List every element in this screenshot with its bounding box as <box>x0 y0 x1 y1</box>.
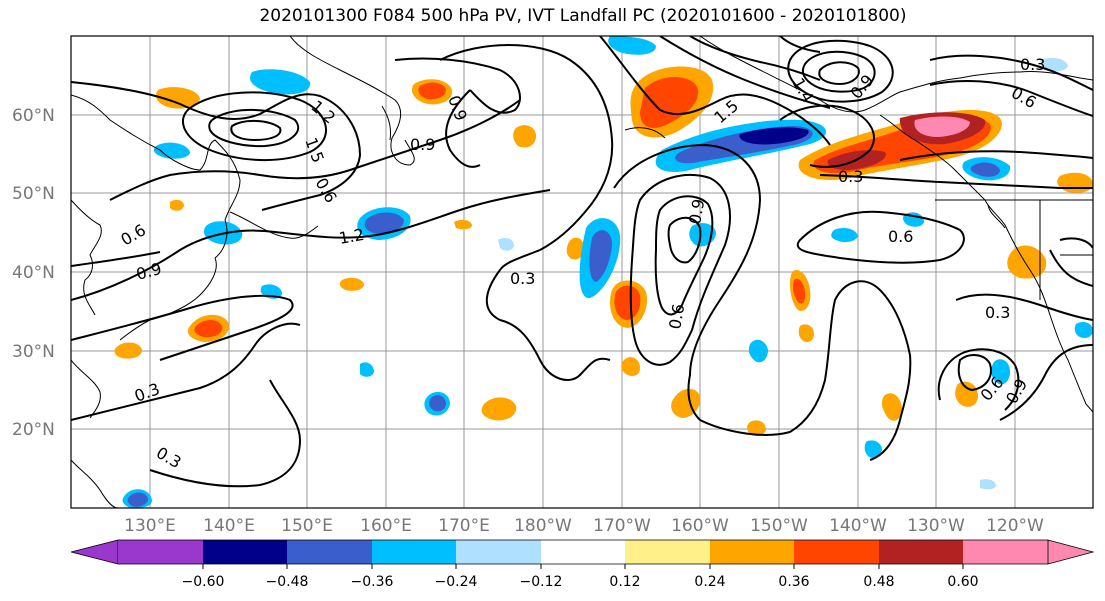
colorbar-tick: −0.24 <box>435 574 478 590</box>
colorbar-segment <box>963 540 1048 564</box>
lat-label: 40°N <box>12 263 55 283</box>
lon-label: 160°W <box>671 516 729 536</box>
lon-label: 170°W <box>593 516 651 536</box>
colorbar-segment <box>118 540 203 564</box>
colorbar-segment <box>372 540 456 564</box>
colorbar-tick: 0.36 <box>778 574 809 590</box>
lon-label: 160°E <box>360 516 412 536</box>
contour-label: 0.3 <box>510 269 535 288</box>
lon-label: 130°W <box>907 516 965 536</box>
colorbar-tick: −0.36 <box>351 574 394 590</box>
lat-label: 50°N <box>12 184 55 204</box>
lon-label: 130°E <box>124 516 176 536</box>
colorbar-segment <box>70 539 119 565</box>
map-panel: 1.2 1.5 0.9 0.6 0.9 0.6 0.3 0.3 0.9 1.2 … <box>70 35 1094 509</box>
colorbar-segment <box>203 540 287 564</box>
colorbar-tick: −0.48 <box>266 574 309 590</box>
map-frame <box>70 35 1094 509</box>
contour-label: 0.3 <box>985 303 1010 322</box>
colorbar-segment <box>1047 539 1095 565</box>
map-title: 2020101300 F084 500 hPa PV, IVT Landfall… <box>259 6 907 26</box>
colorbar-segment <box>794 540 879 564</box>
lon-label: 140°E <box>203 516 255 536</box>
colorbar-segment <box>541 540 625 564</box>
colorbar-segment <box>287 540 372 564</box>
colorbar: −0.60 −0.48 −0.36 −0.24 −0.12 0.12 0.24 … <box>70 539 1095 590</box>
contour-label: 0.6 <box>888 227 913 246</box>
lon-label: 180°W <box>514 516 572 536</box>
lat-labels: 60°N 50°N 40°N 30°N 20°N <box>12 106 55 440</box>
contour-label: 0.6 <box>665 302 688 330</box>
colorbar-tick: −0.12 <box>520 574 563 590</box>
lon-label: 170°E <box>438 516 490 536</box>
lon-labels: 130°E 140°E 150°E 160°E 170°E 180°W 170°… <box>124 516 1044 536</box>
colorbar-tick: 0.48 <box>863 574 894 590</box>
contour-label: 0.9 <box>685 197 708 225</box>
lon-label: 140°W <box>829 516 887 536</box>
colorbar-tick: −0.60 <box>182 574 225 590</box>
colorbar-segment <box>879 540 963 564</box>
lat-label: 60°N <box>12 106 55 126</box>
shading-negative <box>122 36 1093 508</box>
colorbar-tick: 0.60 <box>947 574 978 590</box>
contour-label: 1.2 <box>337 225 365 248</box>
lon-label: 150°W <box>750 516 808 536</box>
contour-labels: 1.2 1.5 0.9 0.6 0.9 0.6 0.3 0.3 0.9 1.2 … <box>118 55 1046 472</box>
colorbar-segment <box>625 540 710 564</box>
pv-contours <box>71 36 1093 488</box>
contour-label: 0.9 <box>410 135 435 154</box>
lon-label: 150°E <box>281 516 333 536</box>
contour-label: 0.3 <box>838 167 863 186</box>
colorbar-tick: 0.24 <box>694 574 725 590</box>
lon-label: 120°W <box>986 516 1044 536</box>
colorbar-tick: 0.12 <box>609 574 640 590</box>
lat-label: 20°N <box>12 420 55 440</box>
coastlines <box>71 36 1093 508</box>
contour-label: 0.3 <box>1020 55 1045 74</box>
colorbar-segment <box>710 540 794 564</box>
colorbar-segment <box>456 540 541 564</box>
lat-label: 30°N <box>12 342 55 362</box>
